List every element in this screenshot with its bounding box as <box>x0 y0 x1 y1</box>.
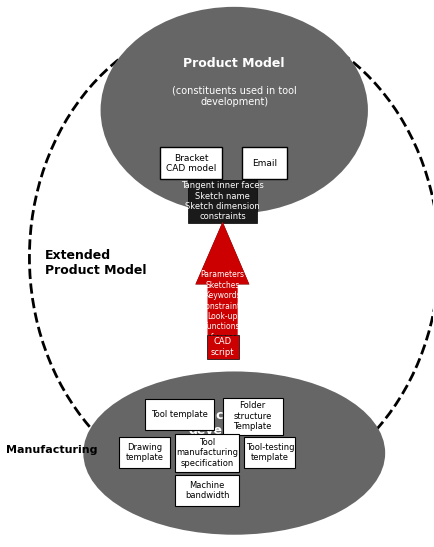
FancyBboxPatch shape <box>119 437 171 468</box>
Polygon shape <box>195 222 250 339</box>
Text: Product Model: Product Model <box>184 57 285 71</box>
FancyBboxPatch shape <box>175 434 240 472</box>
Text: Tool
manufacturing
specification: Tool manufacturing specification <box>176 438 238 468</box>
FancyBboxPatch shape <box>175 475 240 506</box>
Polygon shape <box>195 222 223 284</box>
FancyBboxPatch shape <box>244 437 296 468</box>
Ellipse shape <box>83 371 385 535</box>
Text: (constituents used in tool
development): (constituents used in tool development) <box>172 86 296 107</box>
Text: Parameters
Sketches
Keywords
Constraints
Look-up
functions
References: Parameters Sketches Keywords Constraints… <box>201 270 245 342</box>
FancyBboxPatch shape <box>223 398 283 435</box>
Text: Bracket
CAD model: Bracket CAD model <box>166 154 216 173</box>
Text: Tool-testing
template: Tool-testing template <box>246 443 294 462</box>
Text: Drawing
template: Drawing template <box>126 443 164 462</box>
FancyBboxPatch shape <box>145 399 214 430</box>
FancyBboxPatch shape <box>207 335 239 359</box>
FancyBboxPatch shape <box>160 147 222 179</box>
Text: Extended
Product Model: Extended Product Model <box>45 249 146 277</box>
Text: Bracket tool
development: Bracket tool development <box>188 409 280 437</box>
Text: Manufacturing: Manufacturing <box>6 445 97 455</box>
Ellipse shape <box>101 7 368 214</box>
Text: Tangent inner faces
Sketch name
Sketch dimension
constraints: Tangent inner faces Sketch name Sketch d… <box>181 181 264 222</box>
Text: CAD
script: CAD script <box>211 337 234 357</box>
Text: Folder
structure
Template: Folder structure Template <box>233 401 272 431</box>
FancyBboxPatch shape <box>188 180 256 223</box>
Text: Tool template: Tool template <box>151 410 208 419</box>
Text: Email: Email <box>252 159 277 168</box>
Polygon shape <box>223 222 250 284</box>
Text: Machine
bandwidth: Machine bandwidth <box>185 481 230 501</box>
FancyBboxPatch shape <box>242 147 287 179</box>
